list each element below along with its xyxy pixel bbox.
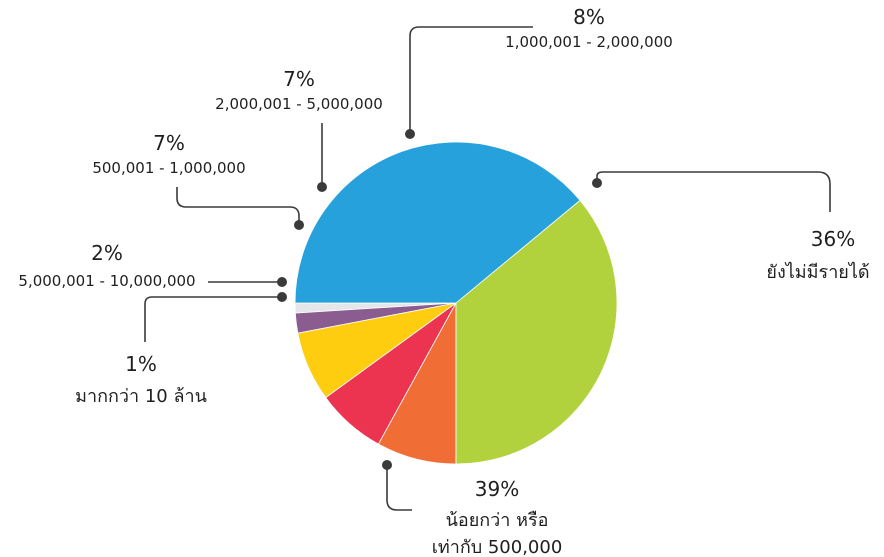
slice-labels: 8% 1,000,001 - 2,000,000 7% 2,000,001 - … [18, 5, 869, 557]
data-label-r5m10m-range: 5,000,001 - 10,000,000 [18, 272, 195, 290]
leader-dot-r5m10m [277, 277, 287, 287]
leader-line-le500k [386, 465, 412, 511]
leader-line-r1m2m [409, 26, 533, 134]
data-label-le500k-line1: น้อยกว่า หรือ [446, 510, 549, 531]
data-label-noincome-text: ยังไม่มีรายได้ [766, 261, 869, 283]
leader-dot-r2m5m [317, 182, 327, 192]
data-label-le500k-line2: เท่ากับ 500,000 [432, 537, 563, 557]
leader-dot-r500k1m [294, 220, 304, 230]
leader-lines [144, 26, 831, 511]
leader-dot-noincome [592, 178, 602, 188]
data-label-le500k-percent: 39% [475, 477, 519, 501]
data-label-noincome-percent: 36% [811, 227, 855, 251]
pie-slice-le500k [294, 141, 581, 304]
data-label-r5m10m-percent: 2% [91, 241, 123, 265]
data-label-r1m2m-percent: 8% [573, 5, 605, 29]
data-label-lt10-text: มากกว่า 10 ล้าน [75, 386, 207, 407]
data-label-r1m2m-range: 1,000,001 - 2,000,000 [505, 33, 673, 51]
pie-slice-noincome [455, 199, 618, 465]
data-label-lt10-percent: 1% [125, 352, 157, 376]
leader-dot-lt10 [277, 292, 287, 302]
pie-slices [294, 141, 618, 465]
leader-line-r500k1m [176, 187, 300, 225]
leader-dot-le500k [382, 460, 392, 470]
data-label-r500k1m-range: 500,001 - 1,000,000 [92, 159, 245, 177]
data-label-r500k1m-percent: 7% [153, 131, 185, 155]
data-label-r2m5m-percent: 7% [283, 67, 315, 91]
leader-line-lt10 [144, 296, 282, 342]
data-label-r2m5m-range: 2,000,001 - 5,000,000 [215, 95, 383, 113]
leader-line-noincome [596, 171, 831, 212]
leader-dot-r1m2m [405, 129, 415, 139]
